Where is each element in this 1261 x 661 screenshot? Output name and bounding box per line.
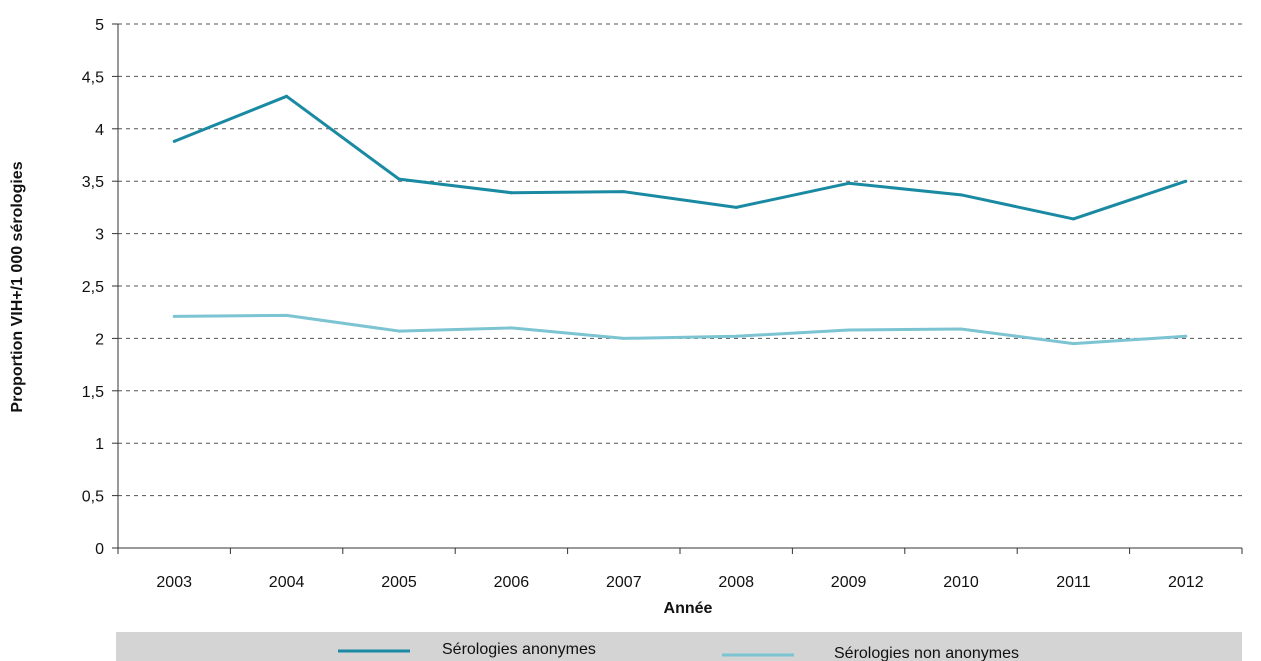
data-point-series-0 <box>959 193 963 197</box>
x-tick-label: 2011 <box>1056 574 1091 591</box>
y-axis-title: Proportion VIH+/1 000 sérologies <box>9 161 26 412</box>
x-tick-label: 2004 <box>269 574 305 591</box>
x-axis-title: Année <box>664 600 713 617</box>
data-point-series-1 <box>1071 342 1075 346</box>
x-axis-tick-labels: 2003 2004 2005 2006 2007 2008 2009 2010 2011 2012 <box>156 574 1203 591</box>
legend: Sérologies anonymes Sérologies non anony… <box>116 632 1242 661</box>
gridlines <box>118 23 1242 497</box>
x-tick-label: 2008 <box>718 574 754 591</box>
legend-background <box>116 632 1242 661</box>
x-tick-label: 2003 <box>156 574 192 591</box>
data-point-series-0 <box>847 181 851 185</box>
data-point-series-1 <box>734 334 738 338</box>
series-line-1 <box>174 313 1186 346</box>
legend-label-non-anonymes: Sérologies non anonymes <box>834 645 1019 661</box>
x-tick-label: 2012 <box>1168 574 1204 591</box>
x-tick-label: 2005 <box>381 574 417 591</box>
y-tick-label: 0 <box>95 541 104 558</box>
y-tick-label: 3,5 <box>82 174 104 191</box>
data-point-series-0 <box>622 190 626 194</box>
data-point-series-0 <box>172 139 176 143</box>
series-line-0 <box>173 94 1187 221</box>
x-tick-label: 2007 <box>606 574 642 591</box>
y-axis-tick-labels: 0 0,5 1 1,5 2 2,5 3 3,5 4 4,5 5 <box>82 17 104 558</box>
y-tick-label: 2,5 <box>82 279 104 296</box>
y-tick-label: 4,5 <box>82 69 104 86</box>
data-point-series-1 <box>172 314 176 318</box>
y-tick-label: 5 <box>95 17 104 34</box>
axes <box>112 23 1243 554</box>
data-point-series-0 <box>1184 179 1188 183</box>
data-point-series-1 <box>847 328 851 332</box>
data-point-series-1 <box>397 329 401 333</box>
data-point-series-1 <box>959 327 963 331</box>
y-tick-label: 1,5 <box>82 384 104 401</box>
data-point-series-0 <box>397 177 401 181</box>
data-point-series-0 <box>734 205 738 209</box>
data-point-series-1 <box>285 313 289 317</box>
y-tick-label: 2 <box>95 331 104 348</box>
y-tick-label: 1 <box>95 436 104 453</box>
x-tick-label: 2009 <box>831 574 867 591</box>
series-lines <box>172 94 1188 346</box>
data-point-series-0 <box>285 94 289 98</box>
legend-label-anonymes: Sérologies anonymes <box>442 641 596 658</box>
x-tick-label: 2010 <box>943 574 979 591</box>
data-point-series-1 <box>509 326 513 330</box>
data-point-series-1 <box>1184 334 1188 338</box>
y-tick-label: 3 <box>95 227 104 244</box>
y-tick-label: 0,5 <box>82 489 104 506</box>
y-tick-label: 4 <box>95 122 104 139</box>
data-point-series-1 <box>622 336 626 340</box>
x-tick-label: 2006 <box>494 574 530 591</box>
data-point-series-0 <box>1071 217 1075 221</box>
data-point-series-0 <box>509 191 513 195</box>
